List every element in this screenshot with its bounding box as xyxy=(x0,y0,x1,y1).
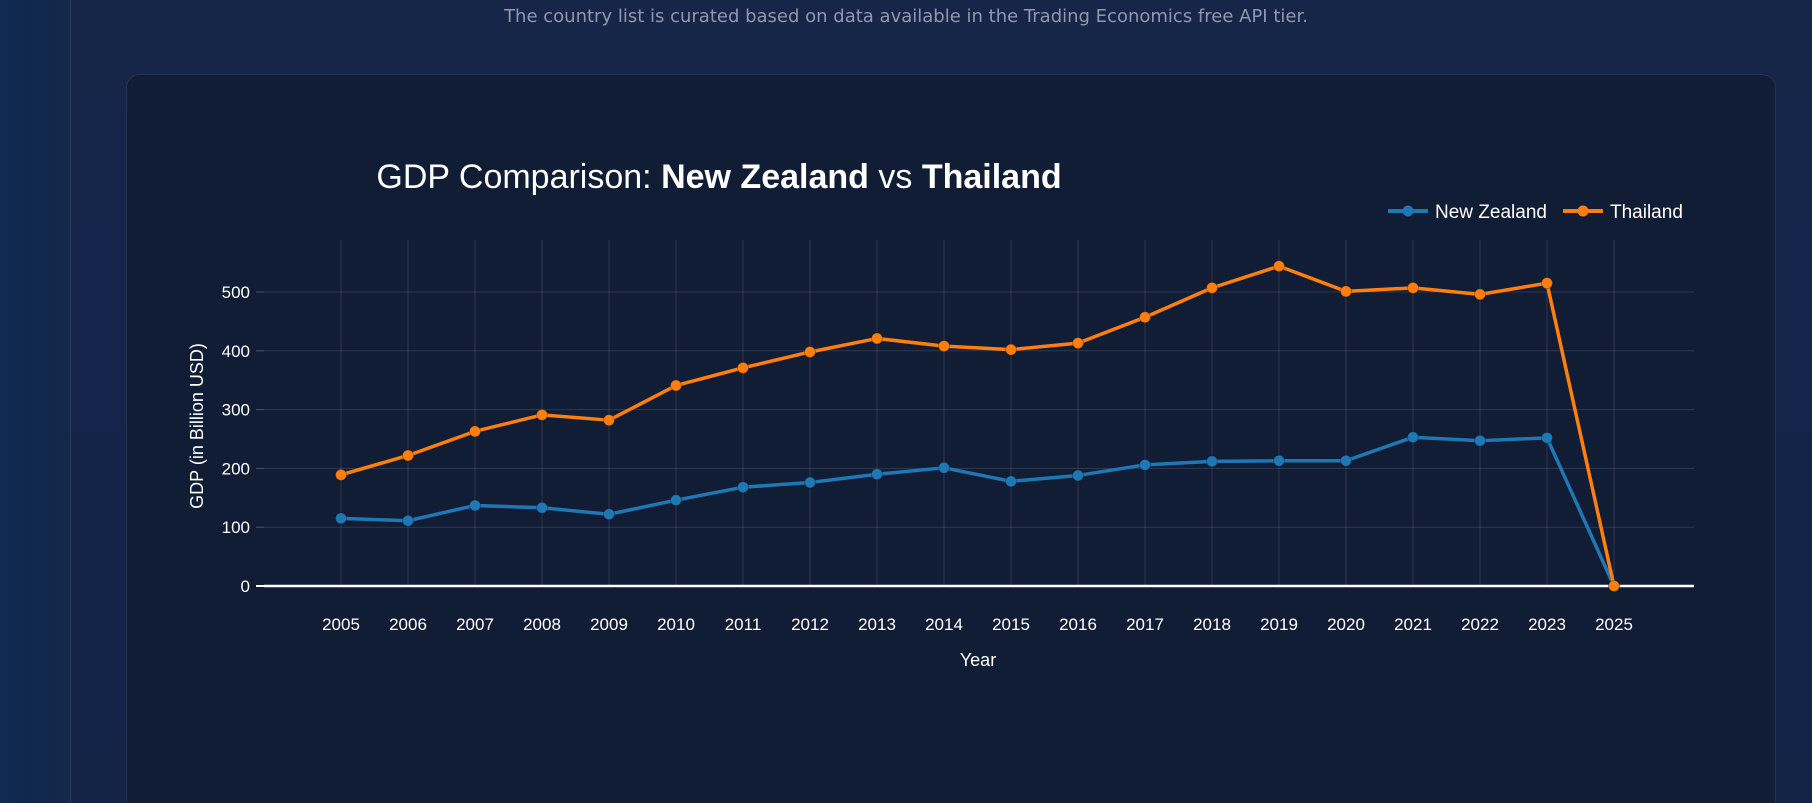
series-new-zealand xyxy=(335,431,1620,592)
data-point[interactable] xyxy=(1541,431,1553,444)
x-tick-label: 2022 xyxy=(1461,615,1499,634)
x-tick-label: 2011 xyxy=(725,615,762,634)
x-tick-label: 2010 xyxy=(657,615,695,634)
data-point[interactable] xyxy=(603,508,615,521)
chart-title-country-b: Thailand xyxy=(922,158,1062,196)
data-point[interactable] xyxy=(1474,288,1486,301)
x-tick-label: 2014 xyxy=(925,615,963,634)
data-point[interactable] xyxy=(1206,281,1218,294)
x-axis-title: Year xyxy=(960,650,996,670)
x-tick-label: 2016 xyxy=(1059,615,1097,634)
x-tick-label: 2025 xyxy=(1595,615,1633,634)
data-point[interactable] xyxy=(938,461,950,474)
data-point[interactable] xyxy=(938,340,950,353)
y-tick-label: 0 xyxy=(241,577,250,596)
data-point[interactable] xyxy=(804,476,816,489)
legend-label-thailand: Thailand xyxy=(1610,202,1683,223)
x-tick-label: 2012 xyxy=(791,615,829,634)
data-point[interactable] xyxy=(737,481,749,494)
data-point[interactable] xyxy=(1139,458,1151,471)
data-point[interactable] xyxy=(670,494,682,507)
data-point[interactable] xyxy=(335,468,347,481)
chart-title-country-a: New Zealand xyxy=(661,158,869,196)
chart-title-connector: vs xyxy=(869,158,922,196)
legend-item-new-zealand[interactable]: New Zealand xyxy=(1388,202,1547,223)
y-tick-label: 100 xyxy=(222,518,250,537)
x-tick-label: 2023 xyxy=(1528,615,1566,634)
data-point[interactable] xyxy=(1541,277,1553,290)
chart-legend[interactable]: New Zealand Thailand xyxy=(1388,202,1683,223)
y-tick-label: 300 xyxy=(222,401,250,420)
data-point[interactable] xyxy=(737,361,749,374)
y-axis-title: GDP (in Billion USD) xyxy=(187,343,207,509)
x-tick-label: 2009 xyxy=(590,615,628,634)
legend-item-thailand[interactable]: Thailand xyxy=(1563,202,1683,223)
x-tick-label: 2008 xyxy=(523,615,561,634)
data-point[interactable] xyxy=(469,425,481,438)
y-tick-label: 500 xyxy=(222,283,250,302)
data-point[interactable] xyxy=(1474,434,1486,447)
x-tick-label: 2007 xyxy=(456,615,494,634)
data-point[interactable] xyxy=(1072,469,1084,482)
left-rail xyxy=(0,0,71,803)
axes: 0 100 200 300 400 500 2005 2006 2007 2008 2009 2010… xyxy=(222,283,1694,634)
chart-title-prefix: GDP Comparison: xyxy=(376,158,661,196)
data-point[interactable] xyxy=(1072,337,1084,350)
x-tick-label: 2019 xyxy=(1260,615,1298,634)
data-point[interactable] xyxy=(1005,475,1017,488)
data-point[interactable] xyxy=(804,345,816,358)
legend-marker-thailand xyxy=(1577,205,1589,217)
data-point[interactable] xyxy=(1206,455,1218,468)
y-tick-label: 200 xyxy=(222,459,250,478)
x-tick-label: 2013 xyxy=(858,615,896,634)
data-point[interactable] xyxy=(1005,343,1017,356)
data-point[interactable] xyxy=(1273,260,1285,273)
data-point[interactable] xyxy=(469,499,481,512)
y-tick-label: 400 xyxy=(222,342,250,361)
data-point[interactable] xyxy=(1139,311,1151,324)
data-point[interactable] xyxy=(670,379,682,392)
data-point[interactable] xyxy=(402,514,414,527)
x-tick-label: 2017 xyxy=(1126,615,1164,634)
series-line xyxy=(340,435,1616,587)
series-thailand xyxy=(335,260,1620,592)
x-tick-label: 2005 xyxy=(322,615,360,634)
x-tick-label: 2006 xyxy=(389,615,427,634)
chart-title: GDP Comparison: New Zealand vs Thailand xyxy=(376,158,1061,196)
data-point[interactable] xyxy=(1608,580,1620,592)
data-point[interactable] xyxy=(1340,285,1352,298)
data-point[interactable] xyxy=(871,468,883,481)
x-tick-label: 2015 xyxy=(992,615,1030,634)
data-point[interactable] xyxy=(402,449,414,462)
legend-marker-new-zealand xyxy=(1402,205,1414,217)
data-point[interactable] xyxy=(1273,454,1285,467)
series xyxy=(335,260,1620,592)
data-point[interactable] xyxy=(536,501,548,514)
x-tick-label: 2020 xyxy=(1327,615,1365,634)
data-point[interactable] xyxy=(1407,281,1419,294)
data-point[interactable] xyxy=(335,512,347,525)
x-tick-label: 2021 xyxy=(1394,615,1432,634)
series-line xyxy=(340,264,1616,587)
x-tick-label: 2018 xyxy=(1193,615,1231,634)
legend-label-new-zealand: New Zealand xyxy=(1435,202,1547,223)
grid xyxy=(264,240,1694,586)
data-point[interactable] xyxy=(1407,431,1419,444)
data-point[interactable] xyxy=(871,332,883,345)
data-source-note: The country list is curated based on dat… xyxy=(504,6,1308,27)
data-point[interactable] xyxy=(536,408,548,421)
data-point[interactable] xyxy=(603,414,615,427)
data-point[interactable] xyxy=(1340,454,1352,467)
